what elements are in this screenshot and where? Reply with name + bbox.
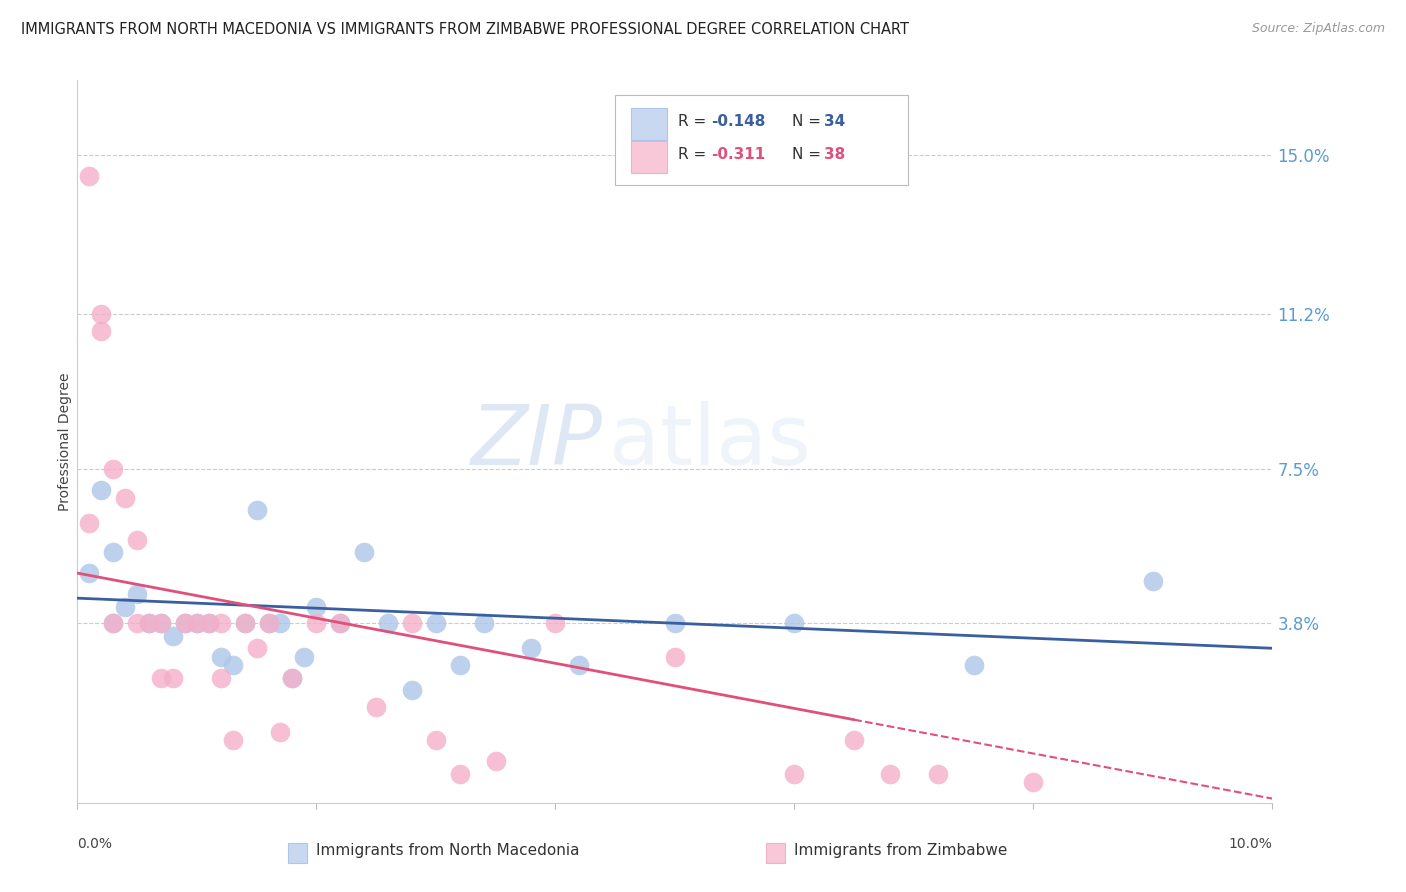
Text: R =: R = (679, 114, 711, 129)
Point (879, 766, 901, 780)
Point (664, 616, 686, 631)
Point (270, 616, 292, 631)
Point (366, 699, 388, 714)
Text: N =: N = (792, 114, 825, 129)
Point (329, 616, 352, 631)
FancyBboxPatch shape (631, 141, 666, 173)
Point (664, 649, 686, 664)
Text: N =: N = (792, 147, 825, 162)
Point (103, 616, 124, 631)
Point (401, 616, 423, 631)
Text: -0.148: -0.148 (711, 114, 765, 129)
Point (233, 616, 256, 631)
Text: R =: R = (679, 147, 711, 162)
Text: IMMIGRANTS FROM NORTH MACEDONIA VS IMMIGRANTS FROM ZIMBABWE PROFESSIONAL DEGREE : IMMIGRANTS FROM NORTH MACEDONIA VS IMMIG… (21, 22, 910, 37)
Y-axis label: Professional Degree: Professional Degree (58, 372, 72, 511)
Point (150, 671, 173, 685)
Point (449, 766, 471, 780)
Text: 10.0%: 10.0% (1229, 837, 1272, 851)
Point (544, 616, 567, 631)
Text: 38: 38 (824, 147, 845, 162)
Point (246, 641, 269, 656)
Point (305, 599, 328, 614)
Text: ZIP: ZIP (471, 401, 603, 482)
Point (927, 766, 949, 780)
Point (197, 616, 219, 631)
Point (783, 766, 806, 780)
Point (209, 649, 232, 664)
Point (305, 616, 328, 631)
Point (472, 616, 495, 631)
Text: Immigrants from North Macedonia: Immigrants from North Macedonia (316, 843, 579, 857)
Point (222, 733, 245, 747)
Point (186, 616, 208, 631)
Text: 34: 34 (824, 114, 845, 129)
Point (79, 566, 101, 580)
Point (233, 616, 256, 631)
Point (186, 616, 208, 631)
Text: 0.0%: 0.0% (77, 837, 112, 851)
Point (1142, 574, 1164, 589)
Point (292, 649, 315, 664)
Point (222, 657, 245, 672)
Point (150, 616, 173, 631)
Point (1022, 775, 1045, 789)
Point (844, 733, 866, 747)
Point (568, 657, 591, 672)
Text: Immigrants from Zimbabwe: Immigrants from Zimbabwe (794, 843, 1008, 857)
Point (79, 516, 101, 530)
Point (485, 754, 508, 768)
Point (114, 491, 136, 505)
Point (377, 616, 399, 631)
Point (127, 587, 149, 601)
Point (209, 616, 232, 631)
Point (963, 657, 986, 672)
Point (449, 657, 471, 672)
Point (127, 533, 149, 547)
Text: -0.311: -0.311 (711, 147, 765, 162)
Point (209, 671, 232, 685)
Point (103, 545, 124, 559)
Point (114, 599, 136, 614)
Point (90, 324, 112, 338)
Point (138, 616, 160, 631)
Point (425, 733, 447, 747)
Point (174, 616, 197, 631)
FancyBboxPatch shape (616, 95, 908, 185)
Point (401, 683, 423, 698)
Point (520, 641, 543, 656)
Point (90, 307, 112, 321)
Point (783, 616, 806, 631)
Point (197, 616, 219, 631)
Point (127, 616, 149, 631)
Point (162, 629, 184, 643)
Point (329, 616, 352, 631)
Point (281, 671, 304, 685)
Point (103, 461, 124, 475)
FancyBboxPatch shape (631, 109, 666, 140)
Point (257, 616, 280, 631)
Point (257, 616, 280, 631)
Point (246, 503, 269, 517)
Point (79, 169, 101, 184)
Point (138, 616, 160, 631)
Point (353, 545, 375, 559)
Point (270, 724, 292, 739)
Point (103, 616, 124, 631)
Point (281, 671, 304, 685)
Point (425, 616, 447, 631)
Point (174, 616, 197, 631)
Point (150, 616, 173, 631)
Text: atlas: atlas (609, 401, 811, 482)
Point (90, 483, 112, 497)
Point (162, 671, 184, 685)
Text: Source: ZipAtlas.com: Source: ZipAtlas.com (1251, 22, 1385, 36)
